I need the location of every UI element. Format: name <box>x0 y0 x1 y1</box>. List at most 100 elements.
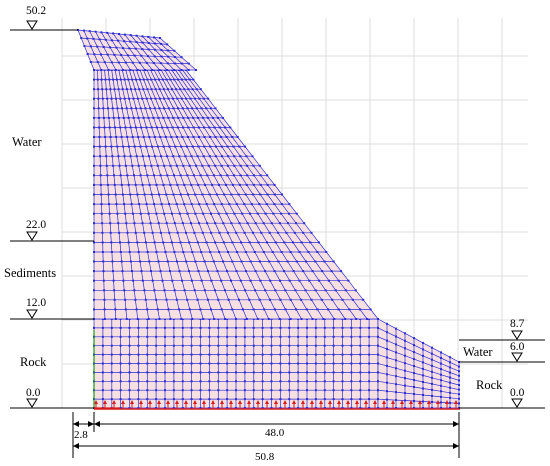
mesh-node <box>243 380 246 383</box>
mesh-node <box>197 183 200 186</box>
support-arrow-head <box>400 400 404 404</box>
mesh-node <box>284 308 287 311</box>
mesh-node <box>413 337 415 340</box>
mesh-node <box>155 251 158 253</box>
mesh-node <box>159 231 162 234</box>
mesh-node <box>226 380 229 383</box>
mesh-node <box>226 174 229 177</box>
mesh-node <box>82 29 85 32</box>
mesh-node <box>192 174 195 177</box>
mesh-line <box>136 35 168 71</box>
mesh-node <box>368 353 371 356</box>
mesh-node <box>217 116 219 119</box>
mesh-node <box>199 389 202 392</box>
mesh-node <box>359 380 362 383</box>
mesh-node <box>101 380 104 383</box>
mesh-node <box>102 279 105 282</box>
mesh-node <box>404 354 406 357</box>
mesh-node <box>377 318 379 320</box>
mesh-node <box>273 203 276 206</box>
mesh-node <box>158 97 161 100</box>
mesh-node <box>184 155 187 158</box>
mesh-node <box>133 289 136 292</box>
mesh-node <box>93 260 95 263</box>
mesh-node <box>314 380 317 383</box>
mesh-node <box>112 116 115 119</box>
mesh-node <box>186 107 189 110</box>
mesh-node <box>431 352 433 355</box>
mesh-node <box>208 326 211 329</box>
mesh-node <box>218 231 221 234</box>
mesh-node <box>254 222 257 225</box>
mesh-node <box>177 116 180 119</box>
mesh-node <box>119 398 122 401</box>
mesh-node <box>227 164 229 167</box>
mesh-node <box>172 371 175 374</box>
mesh-node <box>279 279 281 282</box>
mesh-node <box>220 308 223 311</box>
mesh-node <box>277 231 280 234</box>
mesh-node <box>149 222 152 225</box>
mesh-node <box>306 362 308 365</box>
mesh-node <box>323 371 326 374</box>
mesh-node <box>97 107 100 110</box>
mesh-node <box>121 193 124 196</box>
mesh-node <box>123 289 126 292</box>
mesh-node <box>172 407 175 409</box>
mesh-node <box>288 203 291 206</box>
mesh-node <box>144 164 146 167</box>
mesh-node <box>248 241 251 244</box>
mesh-node <box>148 136 151 138</box>
mesh-node <box>114 308 117 311</box>
mesh-node <box>200 107 203 110</box>
mesh-node <box>314 289 317 292</box>
mesh-node <box>187 193 189 196</box>
mesh-node <box>413 372 415 375</box>
mesh-node <box>266 193 269 196</box>
mesh-node <box>168 145 171 148</box>
mesh-node <box>270 362 273 365</box>
mesh-node <box>101 88 104 91</box>
mesh-node <box>175 203 178 206</box>
mesh-node <box>133 54 136 57</box>
mesh-node <box>146 308 149 311</box>
mesh-node <box>176 183 179 186</box>
mesh-node <box>143 231 146 234</box>
mesh-node <box>386 398 388 401</box>
mesh-node <box>139 174 142 177</box>
mesh-node <box>147 42 150 44</box>
mesh-node <box>199 308 202 311</box>
mesh-line <box>377 318 460 363</box>
mesh-node <box>111 155 114 158</box>
support-arrow-head <box>310 400 314 404</box>
mesh-node <box>181 326 184 329</box>
mesh-node <box>110 344 113 347</box>
mesh-node <box>153 36 156 39</box>
mesh-node <box>229 126 232 129</box>
mesh-node <box>164 389 166 392</box>
mesh-node <box>231 308 234 311</box>
mesh-node <box>164 380 166 383</box>
mesh-node <box>368 344 371 347</box>
mesh-node <box>249 260 252 263</box>
mesh-node <box>116 145 119 148</box>
mesh-node <box>93 183 95 186</box>
mesh-node <box>93 145 95 148</box>
support-arrow-head <box>292 400 296 404</box>
support-arrow-head <box>103 400 107 404</box>
mesh-node <box>332 389 335 392</box>
mesh-node <box>386 364 388 367</box>
mesh-node <box>110 371 113 374</box>
mesh-node <box>235 407 237 409</box>
mesh-node <box>124 164 127 167</box>
mesh-node <box>125 88 128 91</box>
mesh-node <box>128 251 131 253</box>
mesh-node <box>180 145 183 148</box>
mesh-node <box>160 55 163 58</box>
mesh-node <box>449 381 451 384</box>
mesh-node <box>243 326 246 329</box>
mesh-node <box>193 231 196 234</box>
mesh-node <box>100 212 103 215</box>
mesh-node <box>217 380 220 383</box>
mesh-node <box>199 335 202 338</box>
